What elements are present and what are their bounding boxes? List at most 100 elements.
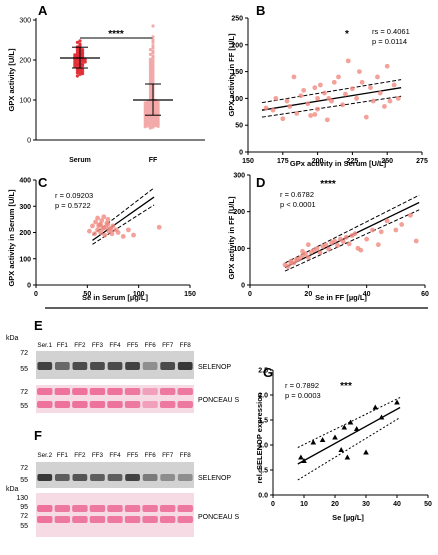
panel-a-point bbox=[154, 116, 158, 120]
panel-b-point bbox=[315, 96, 320, 101]
panel-letter-g: G bbox=[263, 365, 273, 380]
panel-c-ytick-label: 0 bbox=[27, 283, 31, 290]
panel-b-point bbox=[336, 74, 341, 80]
panel-b-point bbox=[305, 101, 311, 107]
panel-b-point bbox=[326, 96, 332, 101]
panel-letter-a: A bbox=[38, 3, 48, 18]
panel-d-point bbox=[358, 247, 364, 253]
panel-a-point bbox=[151, 78, 155, 82]
panel-a-point bbox=[148, 64, 152, 68]
panel-a-point bbox=[154, 107, 158, 111]
panel-b-significance: * bbox=[345, 29, 349, 40]
panel-f-lane-label: FF8 bbox=[180, 452, 192, 459]
panel-g: G rel. SELENOP expression Se [µg/L] *** … bbox=[255, 365, 364, 522]
panel-a-point bbox=[148, 109, 152, 113]
panel-b-ci-lower bbox=[261, 95, 402, 118]
panel-c-point bbox=[102, 232, 108, 238]
panel-a-point bbox=[156, 124, 160, 128]
panel-a-point bbox=[143, 101, 147, 105]
panel-b-point bbox=[343, 91, 348, 97]
panel-a-point bbox=[151, 24, 155, 28]
panel-d-point bbox=[317, 250, 323, 256]
panel-d-point bbox=[285, 264, 291, 270]
panel-d-point bbox=[340, 239, 346, 245]
panel-b-ytick-label: 100 bbox=[231, 96, 243, 103]
panel-f-ponceau-band bbox=[37, 516, 53, 523]
panel-b-point bbox=[315, 106, 320, 112]
panel-c-ci-lower bbox=[92, 204, 155, 245]
panel-a-point bbox=[148, 102, 152, 106]
panel-f-ponceau-band bbox=[107, 505, 123, 512]
panel-a-point bbox=[143, 108, 147, 112]
panel-f-ponceau-band bbox=[107, 516, 123, 523]
panel-f-kda: kDa bbox=[6, 486, 19, 493]
panel-c-plot: 0 50 100 150 0 100 200 300 400 bbox=[19, 178, 196, 299]
panel-e-selenop-band bbox=[177, 362, 193, 370]
panel-a-point bbox=[154, 119, 158, 123]
panel-d-ytick-label: 0 bbox=[241, 283, 245, 290]
panel-f-ponceau-band bbox=[177, 516, 193, 523]
panel-a-point bbox=[148, 74, 152, 78]
panel-g-fit-line bbox=[297, 406, 401, 465]
panel-a-point bbox=[156, 110, 160, 114]
panel-letter-b: B bbox=[256, 3, 265, 18]
panel-b-point bbox=[384, 63, 390, 69]
panel-a-point bbox=[151, 120, 155, 124]
panel-d-significance: **** bbox=[320, 179, 336, 190]
panel-b-ylabel: GPX activity in FF [U/L] bbox=[227, 33, 236, 116]
panel-a-point bbox=[151, 125, 155, 129]
panel-a-significance: **** bbox=[108, 29, 124, 40]
panel-b-point bbox=[308, 113, 314, 118]
panel-a-point bbox=[148, 91, 152, 95]
panel-c-xtick-label: 0 bbox=[34, 291, 38, 298]
panel-g-point bbox=[353, 426, 360, 431]
panel-b-point bbox=[317, 82, 323, 88]
panel-d-point bbox=[343, 234, 349, 240]
panel-d-point bbox=[370, 227, 375, 233]
panel-a-point bbox=[78, 44, 82, 48]
panel-a-point bbox=[148, 116, 152, 120]
panel-e-ponceau-band bbox=[177, 401, 193, 408]
panel-b-ytick-label: 200 bbox=[231, 42, 243, 49]
panel-a-point bbox=[143, 103, 147, 107]
panel-b-ytick-label: 250 bbox=[231, 16, 243, 23]
panel-e-lane-label: FF7 bbox=[162, 342, 174, 349]
panel-b-point bbox=[382, 104, 387, 109]
panel-f-marker-72: 72 bbox=[20, 465, 28, 472]
panel-f-selenop-band bbox=[160, 474, 176, 481]
panel-c-point bbox=[99, 218, 105, 224]
panel-a-point bbox=[143, 106, 147, 110]
panel-f-lane-label: FF3 bbox=[92, 452, 104, 459]
panel-d-point bbox=[323, 242, 329, 248]
panel-b-point bbox=[387, 98, 393, 104]
panel-f-pon-marker-55: 55 bbox=[20, 523, 28, 530]
panel-d-point bbox=[408, 212, 413, 218]
panel-g-point bbox=[310, 439, 317, 445]
panel-d-point bbox=[332, 238, 337, 244]
panel-a-point bbox=[151, 66, 155, 70]
panel-a-point bbox=[148, 126, 152, 130]
panel-a-point bbox=[156, 115, 160, 119]
panel-a-point bbox=[73, 60, 77, 64]
panel-d-point bbox=[346, 241, 352, 247]
panel-e: E kDa 72 55 72 55 Ser.1 FF1 FF2 FF3 FF4 FF5 FF… bbox=[6, 318, 240, 413]
panel-a-point bbox=[75, 49, 79, 53]
panel-c-point bbox=[109, 231, 115, 237]
panel-a-point bbox=[148, 48, 152, 52]
panel-a-point bbox=[151, 80, 155, 84]
panel-b-ytick-label: 150 bbox=[231, 69, 243, 76]
panel-d-point bbox=[375, 242, 381, 248]
panel-e-ponceau-band bbox=[159, 388, 176, 395]
panel-e-selenop-band bbox=[142, 362, 158, 370]
panel-f-ponceau-band bbox=[124, 505, 141, 512]
panel-g-point bbox=[363, 449, 369, 455]
panel-b-point bbox=[331, 79, 337, 85]
panel-a-point bbox=[75, 52, 79, 56]
panel-g-significance: *** bbox=[340, 381, 352, 392]
panel-a-point bbox=[154, 112, 158, 116]
panel-c-point bbox=[90, 223, 95, 229]
panel-a-point bbox=[148, 111, 152, 115]
panel-d-ci-lower bbox=[284, 209, 420, 272]
panel-b-point bbox=[354, 96, 359, 101]
panel-b-point bbox=[375, 74, 380, 80]
